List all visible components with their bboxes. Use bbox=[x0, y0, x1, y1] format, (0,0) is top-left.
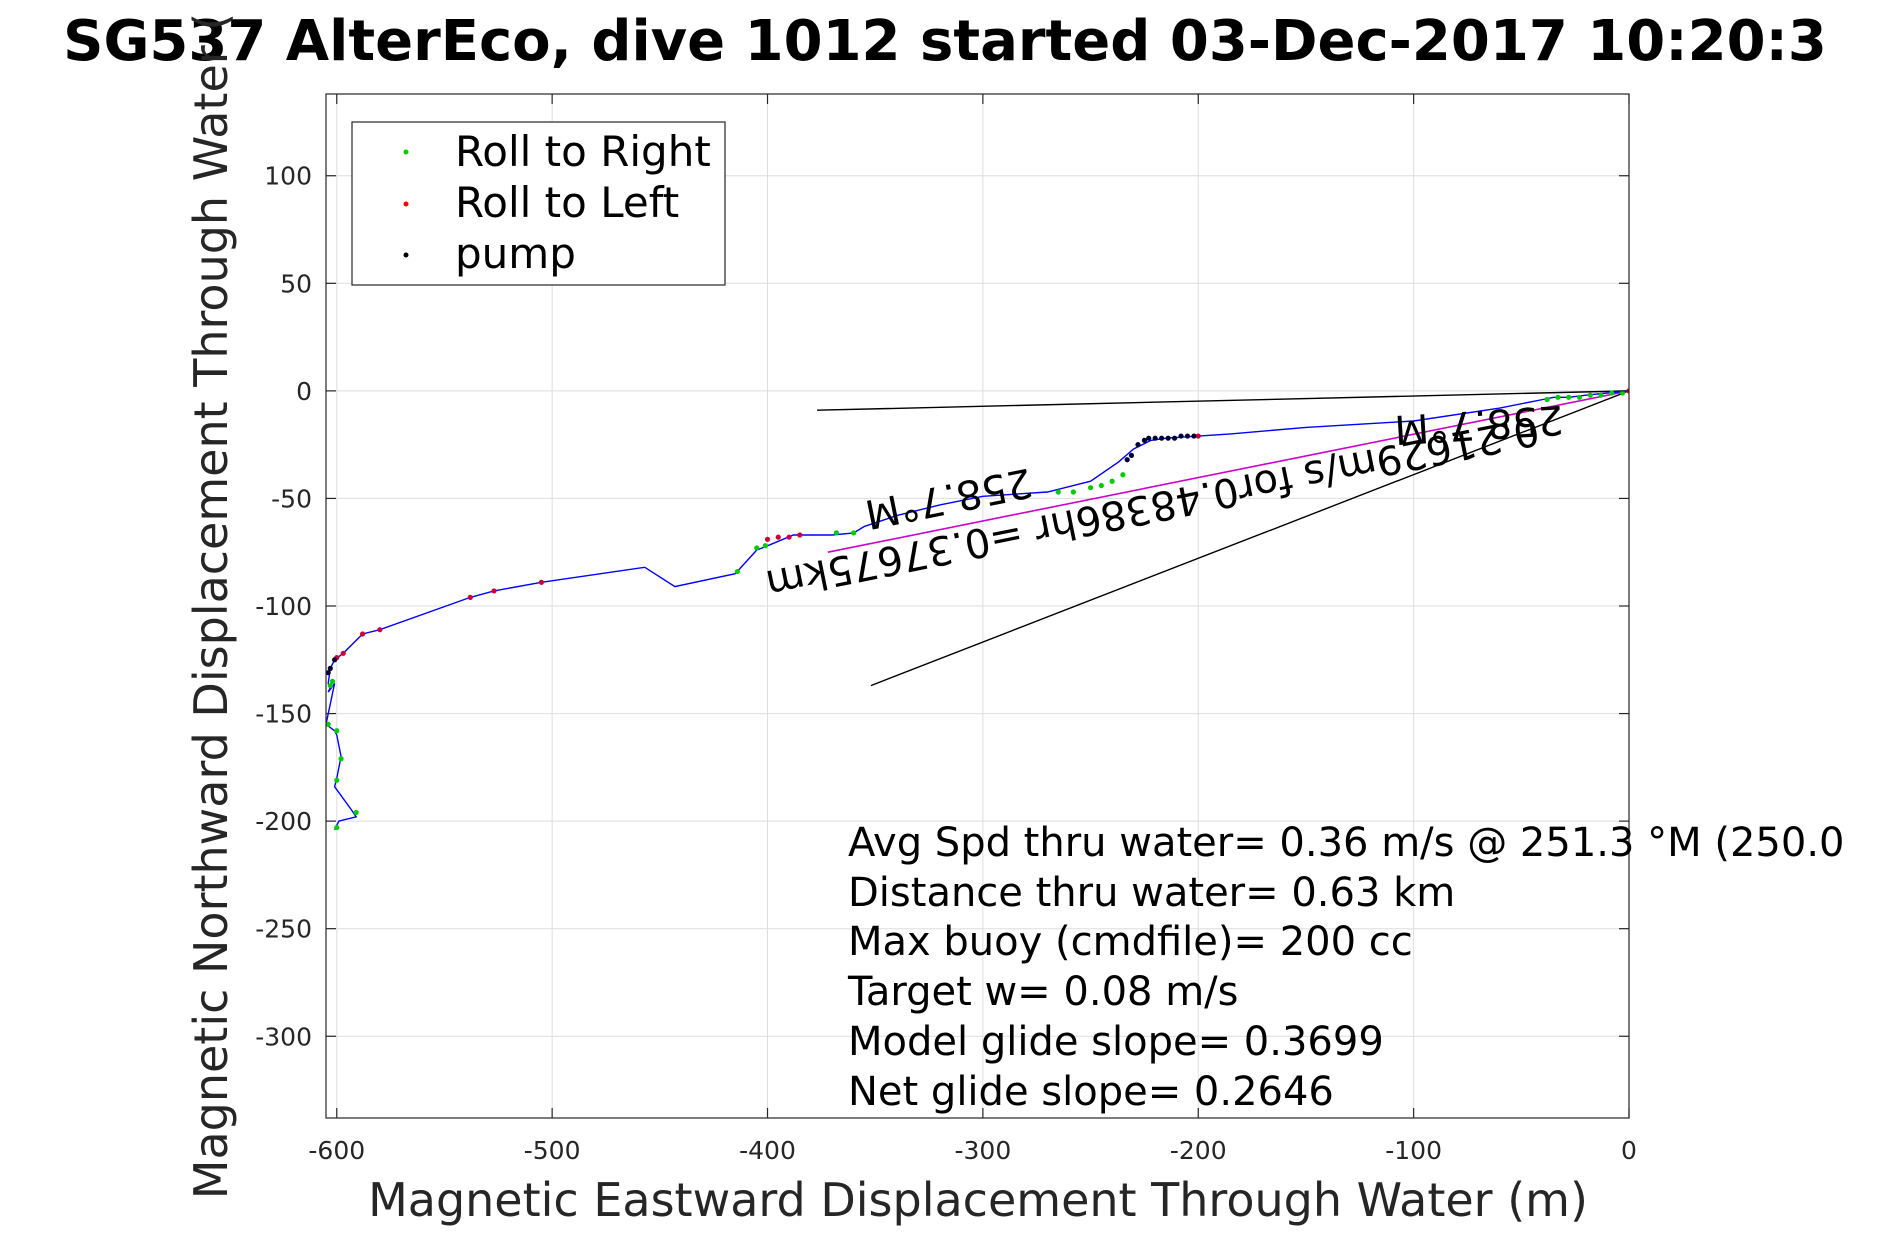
point-roll-to-left bbox=[360, 631, 366, 637]
legend: Roll to Right Roll to Left pump bbox=[351, 121, 726, 286]
point-pump bbox=[1128, 452, 1135, 459]
point-roll-to-right bbox=[334, 777, 340, 783]
point-roll-to-right bbox=[1609, 390, 1615, 396]
point-pump bbox=[327, 665, 333, 671]
series-roll-to-right bbox=[326, 390, 1626, 831]
point-pump bbox=[1152, 435, 1158, 441]
point-roll-to-right bbox=[1109, 478, 1115, 484]
x-tick-label: -400 bbox=[739, 1136, 796, 1165]
y-tick-label: 100 bbox=[264, 162, 312, 191]
point-roll-to-right bbox=[1544, 396, 1550, 403]
x-tick-label: -600 bbox=[308, 1136, 365, 1165]
stats-distance: Distance thru water= 0.63 km bbox=[848, 870, 1455, 916]
point-pump bbox=[1141, 437, 1148, 443]
y-tick-label: 50 bbox=[280, 269, 312, 298]
point-roll-to-right bbox=[1087, 485, 1094, 491]
point-roll-to-left bbox=[797, 532, 803, 538]
chart-title: SG537 AlterEco, dive 1012 started 03-Dec… bbox=[63, 9, 1827, 74]
reference-line bbox=[870, 390, 1629, 687]
stats-net-glide: Net glide slope= 0.2646 bbox=[848, 1069, 1334, 1115]
point-pump bbox=[332, 657, 338, 663]
y-tick-label: -150 bbox=[255, 700, 312, 729]
point-roll-to-right bbox=[1566, 394, 1572, 400]
point-roll-to-right bbox=[762, 543, 768, 549]
point-pump bbox=[1124, 457, 1130, 463]
point-roll-to-right bbox=[1619, 390, 1626, 396]
point-roll-to-right bbox=[353, 809, 359, 816]
point-roll-to-right bbox=[734, 568, 740, 575]
x-axis-label: Magnetic Eastward Displacement Through W… bbox=[368, 1173, 1588, 1227]
x-tick-label: 0 bbox=[1621, 1136, 1637, 1165]
point-roll-to-left bbox=[491, 588, 497, 594]
legend-marker-roll-right bbox=[403, 149, 409, 155]
legend-label-roll-left: Roll to Left bbox=[455, 178, 679, 227]
point-roll-to-left bbox=[775, 534, 781, 540]
point-roll-to-left bbox=[538, 579, 544, 585]
annotation-heading-origin: 258.7°M bbox=[1393, 396, 1565, 452]
y-tick-label: -200 bbox=[255, 807, 312, 836]
point-roll-to-right bbox=[327, 682, 333, 689]
point-roll-to-right bbox=[338, 756, 344, 762]
stats-model-glide: Model glide slope= 0.3699 bbox=[848, 1019, 1384, 1065]
point-roll-to-right bbox=[334, 824, 340, 831]
point-roll-to-left bbox=[467, 594, 473, 600]
x-tick-label: -500 bbox=[524, 1136, 581, 1165]
point-roll-to-left bbox=[764, 536, 771, 542]
point-roll-to-right bbox=[1576, 394, 1583, 400]
y-tick-label: 0 bbox=[296, 377, 312, 406]
legend-label-pump: pump bbox=[455, 229, 576, 278]
reference-line bbox=[817, 390, 1629, 411]
legend-marker-pump bbox=[403, 252, 409, 258]
point-pump bbox=[1191, 433, 1197, 439]
point-pump bbox=[326, 670, 331, 676]
axis-ticks: -600 -500 -400 -300 -200 -100 0 100 50 0 -50 -100 -1… bbox=[255, 94, 1637, 1165]
point-roll-to-right bbox=[329, 678, 336, 684]
y-tick-label: -250 bbox=[255, 915, 312, 944]
y-axis-label: Magnetic Northward Displacement Through … bbox=[184, 13, 238, 1199]
point-roll-to-right bbox=[1055, 489, 1061, 495]
point-roll-to-right bbox=[1555, 394, 1561, 400]
point-roll-to-right bbox=[1070, 489, 1076, 495]
point-pump bbox=[1171, 435, 1178, 441]
point-roll-to-right bbox=[851, 530, 857, 536]
point-roll-to-right bbox=[334, 728, 340, 734]
point-pump bbox=[1184, 433, 1191, 439]
legend-box bbox=[351, 121, 726, 286]
y-tick-label: -50 bbox=[271, 484, 312, 513]
point-roll-to-right bbox=[1120, 472, 1126, 478]
series-pump bbox=[326, 433, 1197, 676]
point-pump bbox=[1159, 435, 1165, 441]
y-tick-label: -300 bbox=[255, 1022, 312, 1051]
data-layer bbox=[326, 388, 1629, 831]
stats-target-w: Target w= 0.08 m/s bbox=[847, 969, 1238, 1015]
stats-block: Avg Spd thru water= 0.36 m/s @ 251.3 °M … bbox=[847, 820, 1844, 1115]
point-roll-to-left bbox=[340, 650, 346, 656]
point-roll-to-left bbox=[377, 627, 383, 633]
point-roll-to-right bbox=[1587, 392, 1593, 398]
x-tick-label: -100 bbox=[1385, 1136, 1442, 1165]
point-roll-to-right bbox=[754, 545, 760, 551]
legend-label-roll-right: Roll to Right bbox=[455, 127, 711, 176]
point-roll-to-left bbox=[1195, 433, 1201, 439]
x-tick-label: -300 bbox=[955, 1136, 1012, 1165]
point-pump bbox=[1146, 435, 1152, 441]
point-pump bbox=[1165, 435, 1171, 441]
point-roll-to-right bbox=[833, 530, 840, 536]
point-roll-to-right bbox=[1598, 392, 1604, 398]
point-pump bbox=[1135, 442, 1141, 448]
stats-max-buoy: Max buoy (cmdfile)= 200 cc bbox=[848, 919, 1413, 965]
stats-avg-speed: Avg Spd thru water= 0.36 m/s @ 251.3 °M … bbox=[848, 820, 1844, 866]
x-tick-label: -200 bbox=[1170, 1136, 1227, 1165]
point-roll-to-left bbox=[786, 534, 792, 540]
y-tick-label: -100 bbox=[255, 592, 312, 621]
legend-marker-roll-left bbox=[403, 201, 409, 207]
current-vector-line bbox=[827, 390, 1629, 554]
point-roll-to-right bbox=[1098, 482, 1104, 489]
point-pump bbox=[1178, 433, 1184, 439]
point-roll-to-right bbox=[326, 721, 331, 727]
